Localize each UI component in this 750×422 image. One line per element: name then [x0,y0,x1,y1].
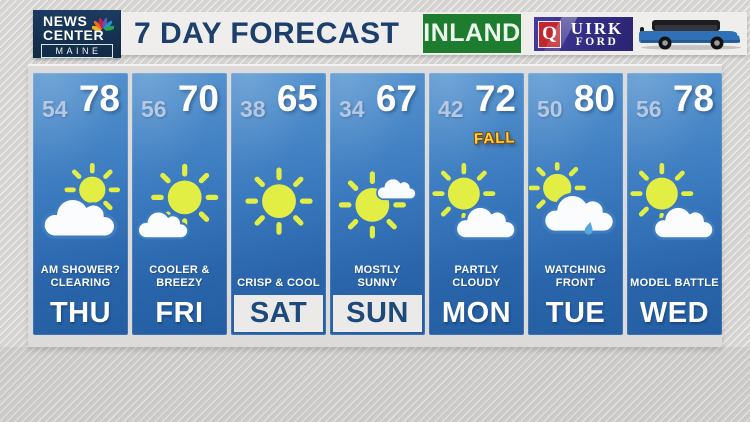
sponsor-logo: Q UIRK FORD [534,17,633,51]
region-badge: INLAND [423,14,521,53]
day-label: THU [49,297,112,329]
forecast-day-column: 56 78 MODEL BATTLE WED [627,73,722,335]
low-temp: 42 [438,96,464,122]
blue-suv-icon [637,17,745,51]
condition-text: COOLER & BREEZY [149,263,210,289]
low-temp: 54 [42,96,68,122]
partly-cloudy-icon [627,159,722,247]
condition-text: MOSTLY SUNNY [354,263,401,289]
high-temp: 67 [375,78,417,119]
forecast-day-column: 54 78 AM SHOWER? CLEARING THU [33,73,128,335]
nbc-peacock-icon [90,14,116,37]
partly-cloudy-icon [429,159,524,247]
sponsor-name: UIRK [570,18,624,38]
low-temp: 56 [141,96,167,122]
station-logo-line1: NEWS [43,13,88,29]
forecast-day-column: 50 80 WATCHING FRONT TUE [528,73,623,335]
forecast-day-column: 34 67 MOSTLY SUNNY SUN [330,73,425,335]
low-temp: 34 [339,96,365,122]
sponsor-q-letter: Q [538,20,561,48]
day-label: MON [441,297,512,329]
mostly-sunny-icon [132,159,227,247]
high-temp: 70 [177,78,219,119]
sponsor-name-line2: FORD [575,35,619,48]
condition-text: AM SHOWER? CLEARING [40,263,121,289]
forecast-columns: 54 78 AM SHOWER? CLEARING THU 56 70 COOL… [33,73,722,335]
header-bar: 7 DAY FORECAST INLAND Q UIRK FORD [121,12,747,55]
background-shade [0,347,750,422]
station-logo-line2: CENTER [43,26,105,43]
sun-behind-cloud-shower-icon [528,159,623,247]
condition-text: PARTLY CLOUDY [452,263,501,289]
high-temp: 65 [276,78,318,119]
fall-badge: FALL [473,129,516,148]
sunny-icon [231,159,326,247]
day-label: WED [639,297,710,329]
condition-text: MODEL BATTLE [630,276,719,289]
station-logo: NEWS CENTER MAINE [33,10,121,59]
high-temp: 78 [672,78,714,119]
low-temp: 38 [240,96,266,122]
condition-text: CRISP & COOL [237,276,320,289]
station-logo-maine: MAINE [41,44,113,59]
low-temp: 50 [537,96,563,122]
forecast-day-column: 56 70 COOLER & BREEZY FRI [132,73,227,335]
forecast-day-column: 42 72 FALL PARTLY CLOUDY MON [429,73,524,335]
day-label: SAT [234,295,323,332]
sun-with-cloud-icon [330,159,425,247]
high-temp: 72 [474,78,516,119]
day-label: SUN [333,295,422,332]
mostly-cloudy-icon [33,159,128,247]
high-temp: 78 [78,78,120,119]
page-title: 7 DAY FORECAST [134,16,400,50]
high-temp: 80 [573,78,615,119]
day-label: FRI [155,297,204,329]
day-label: TUE [545,297,606,329]
low-temp: 56 [636,96,662,122]
forecast-day-column: 38 65 CRISP & COOL SAT [231,73,326,335]
forecast-panel: 54 78 AM SHOWER? CLEARING THU 56 70 COOL… [28,64,722,347]
condition-text: WATCHING FRONT [544,263,607,289]
